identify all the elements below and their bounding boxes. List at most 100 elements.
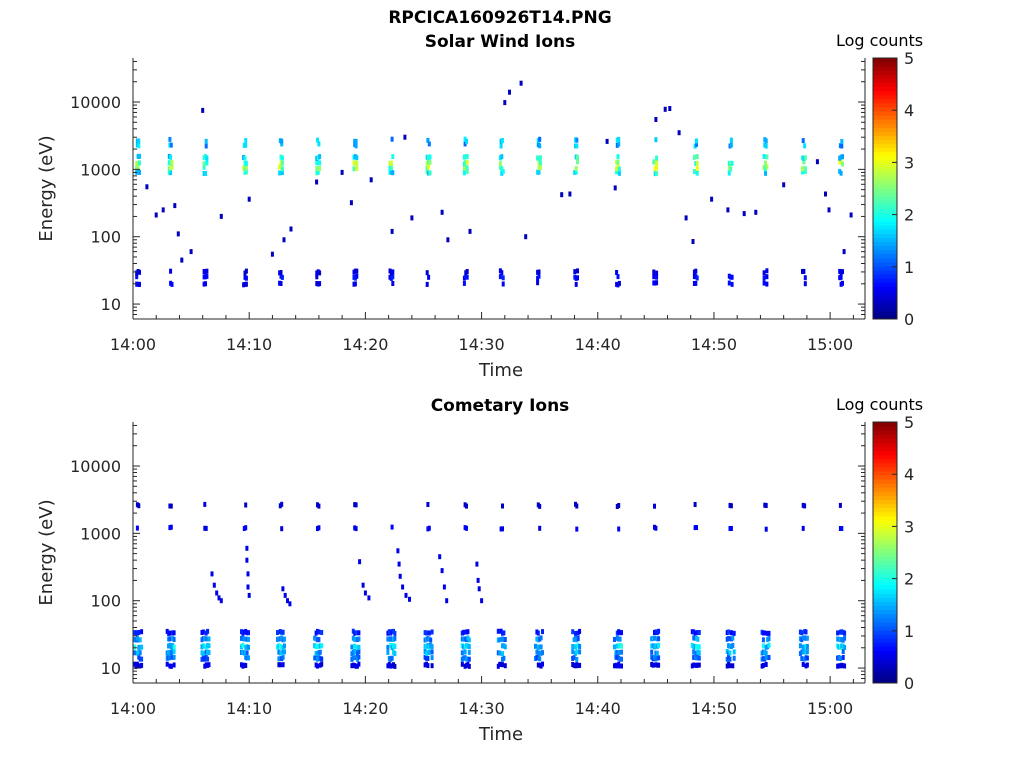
main-band-cell — [764, 662, 768, 667]
y-tick-label: 10 — [101, 659, 121, 678]
scatter-point — [824, 191, 827, 197]
main-band-cell — [695, 160, 699, 166]
main-band-cell — [247, 655, 250, 661]
scatter-point — [247, 196, 251, 202]
dispersion-point — [210, 571, 214, 577]
colorbar-tick-label: 3 — [904, 153, 914, 172]
upper-band-cell — [575, 503, 579, 509]
main-band-cell — [201, 650, 205, 656]
main-band-cell — [653, 635, 656, 641]
main-band-cell — [574, 630, 577, 636]
main-band-cell — [430, 649, 434, 655]
colorbar-step — [873, 233, 897, 238]
colorbar-step — [873, 568, 897, 574]
colorbar-step — [873, 638, 897, 643]
scatter-point — [754, 209, 758, 215]
main-band-cell — [841, 161, 844, 167]
main-band-cell — [426, 663, 430, 669]
dispersion-point — [217, 595, 221, 601]
main-band-cell — [498, 650, 502, 656]
low-band-cell — [537, 269, 541, 275]
colorbar-step — [873, 310, 897, 316]
upper-band-cell — [538, 525, 542, 531]
y-axis-label: Energy (eV) — [36, 135, 57, 241]
main-band-cell — [138, 650, 142, 656]
main-band-cell — [498, 637, 502, 643]
main-band-cell — [538, 164, 542, 170]
low-band-cell — [279, 281, 283, 286]
colorbar-step — [873, 593, 897, 598]
main-band-cell — [245, 650, 249, 656]
main-band-cell — [393, 644, 397, 650]
main-band-cell — [657, 628, 661, 634]
colorbar-step — [873, 560, 897, 566]
colorbar-step — [873, 507, 897, 513]
colorbar-step — [873, 294, 897, 300]
main-band-cell — [352, 166, 356, 172]
upper-band-cell — [280, 501, 284, 507]
colorbar-step — [873, 261, 897, 267]
colorbar-step — [873, 188, 897, 194]
main-band-cell — [839, 170, 843, 176]
upper-band-cell — [169, 142, 173, 148]
main-band-cell — [693, 630, 697, 636]
colorbar-step — [873, 111, 897, 116]
colorbar-step — [873, 314, 897, 320]
main-band-cell — [541, 661, 544, 667]
main-band-cell — [280, 160, 284, 166]
main-band-cell — [697, 630, 701, 635]
main-band-cell — [695, 154, 699, 160]
main-band-cell — [657, 662, 661, 668]
main-band-cell — [539, 635, 543, 641]
colorbar-step — [873, 90, 897, 96]
low-band-cell — [617, 280, 621, 286]
colorbar-step — [873, 601, 897, 607]
main-band-cell — [618, 636, 622, 642]
low-band-cell — [315, 274, 319, 280]
main-band-cell — [538, 155, 542, 161]
main-band-cell — [620, 663, 623, 669]
main-band-cell — [843, 645, 847, 650]
scatter-point — [154, 212, 158, 218]
colorbar-step — [873, 642, 897, 647]
low-band-cell — [841, 269, 844, 275]
x-tick-label: 14:10 — [226, 699, 272, 718]
upper-band-cell — [764, 138, 768, 144]
upper-band-cell — [695, 141, 698, 147]
x-tick-label: 14:30 — [459, 699, 505, 718]
scatter-point — [605, 138, 609, 144]
main-band-cell — [501, 662, 504, 668]
main-band-cell — [350, 644, 354, 650]
scatter-point — [369, 177, 373, 183]
main-band-cell — [280, 155, 284, 161]
scatter-point — [508, 89, 511, 95]
main-band-cell — [465, 165, 469, 171]
main-band-cell — [244, 160, 248, 166]
low-band-cell — [576, 275, 579, 281]
main-band-cell — [467, 649, 471, 655]
colorbar-step — [873, 515, 897, 521]
main-band-cell — [534, 643, 537, 649]
main-band-cell — [767, 655, 771, 660]
low-band-cell — [765, 268, 769, 274]
main-band-cell — [357, 630, 361, 636]
upper-band-cell — [137, 143, 141, 149]
main-band-cell — [168, 630, 172, 636]
colorbar-step — [873, 302, 897, 308]
main-band-cell — [841, 649, 845, 654]
colorbar-step — [873, 274, 897, 279]
upper-band-cell — [244, 138, 248, 143]
main-band-cell — [843, 635, 847, 641]
colorbar-step — [873, 438, 897, 443]
scatter-point — [613, 185, 617, 191]
colorbar-step — [873, 249, 897, 255]
upper-band-cell — [803, 503, 807, 509]
low-band-cell — [765, 281, 769, 287]
upper-band-cell — [169, 503, 173, 509]
main-band-cell — [390, 655, 394, 661]
main-band-cell — [620, 630, 623, 636]
y-tick-label: 10000 — [70, 93, 121, 112]
main-band-cell — [427, 649, 431, 655]
main-band-cell — [655, 160, 659, 166]
